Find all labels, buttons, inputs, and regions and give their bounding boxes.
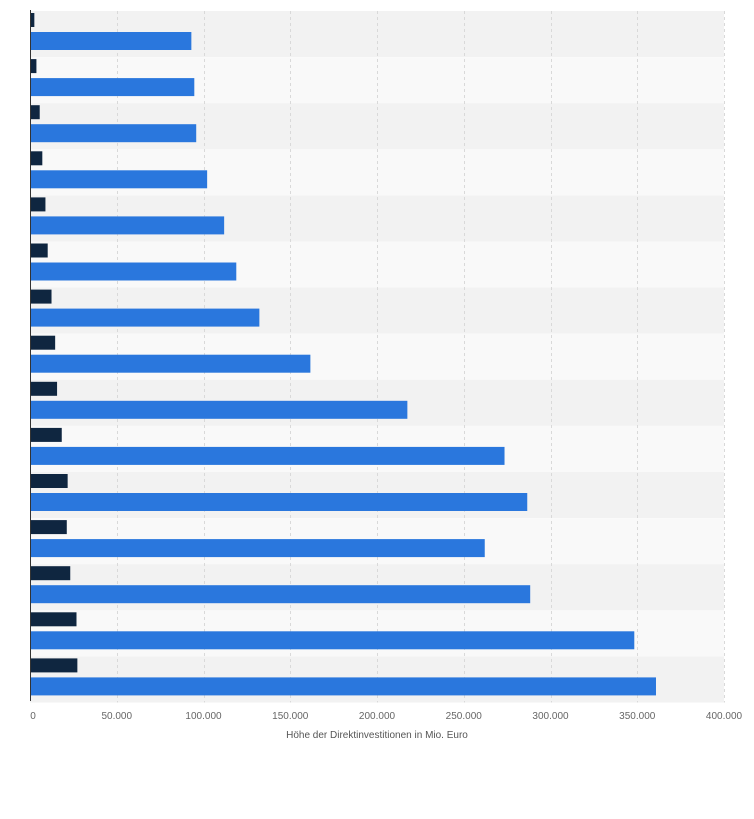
bar-blue	[30, 400, 408, 419]
bar-dark	[30, 13, 35, 27]
bar-blue	[30, 677, 656, 696]
x-tick-label: 300.000	[532, 711, 569, 722]
bar-blue	[30, 308, 260, 327]
bar-dark	[30, 658, 78, 673]
bar-dark	[30, 474, 68, 488]
x-tick-label: 350.000	[619, 711, 656, 722]
x-tick-label: 50.000	[101, 711, 132, 722]
x-tick-label: 100.000	[185, 711, 222, 722]
bar-blue	[30, 585, 531, 604]
bar-dark	[30, 243, 48, 258]
bar-dark	[30, 520, 67, 535]
bar-blue	[30, 354, 311, 373]
bar-blue	[30, 539, 485, 558]
bar-blue	[30, 262, 237, 281]
x-tick-label: 200.000	[359, 711, 396, 722]
bar-dark	[30, 197, 46, 212]
bar-dark	[30, 427, 62, 442]
bars	[30, 13, 656, 696]
bar-dark	[30, 289, 52, 304]
bar-dark	[30, 151, 43, 166]
x-tick-label: 150.000	[272, 711, 309, 722]
x-tick-labels: 0 50.000 100.000 150.000 200.000 250.000 300.0…	[30, 711, 742, 722]
x-tick-label: 250.000	[446, 711, 483, 722]
bar-blue	[30, 78, 195, 97]
bar-blue	[30, 170, 208, 189]
bar-dark	[30, 566, 71, 581]
x-axis-title: Höhe der Direktinvestitionen in Mio. Eur…	[286, 730, 468, 741]
bar-dark	[30, 335, 56, 350]
bar-dark	[30, 59, 37, 74]
bar-blue	[30, 631, 635, 650]
bar-blue	[30, 32, 192, 50]
bar-blue	[30, 446, 505, 465]
x-tick-label: 0	[30, 711, 36, 722]
bar-dark	[30, 612, 77, 627]
x-tick-label: 400.000	[706, 711, 743, 722]
bar-blue	[30, 124, 197, 143]
bar-dark	[30, 105, 40, 120]
bar-blue	[30, 216, 225, 235]
bar-dark	[30, 381, 58, 396]
bar-blue	[30, 493, 528, 511]
